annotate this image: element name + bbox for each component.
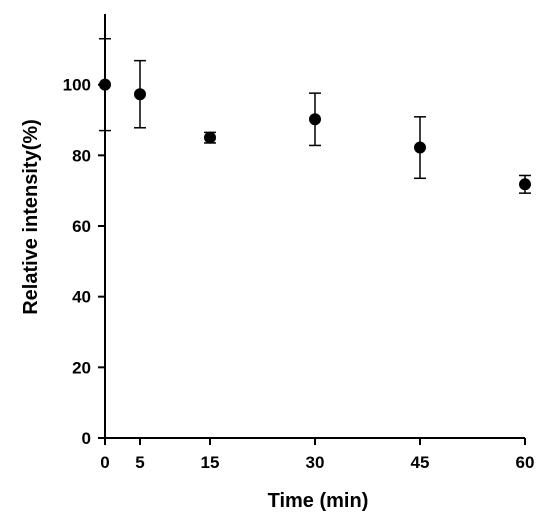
y-tick-label: 100	[63, 76, 91, 95]
data-points	[99, 78, 531, 191]
x-tick-label: 15	[201, 453, 220, 472]
x-tick-label: 0	[100, 453, 109, 472]
data-point	[309, 113, 321, 126]
x-tick-label: 45	[411, 453, 430, 472]
x-tick-label: 5	[135, 453, 144, 472]
data-point	[519, 178, 531, 191]
plot-area: 0 20 40 60 80 100 0 5 15 30 45 60	[63, 14, 534, 472]
data-point	[134, 88, 146, 101]
x-axis-title: Time (min)	[268, 490, 369, 512]
x-ticks: 0 5 15 30 45 60	[100, 438, 534, 472]
x-tick-label: 30	[306, 453, 325, 472]
data-point	[204, 131, 216, 144]
y-tick-label: 20	[72, 358, 91, 377]
y-axis-title: Relative intensity(%)	[20, 119, 42, 315]
y-ticks: 0 20 40 60 80 100	[63, 76, 105, 448]
y-tick-label: 0	[82, 429, 91, 448]
y-tick-label: 40	[72, 288, 91, 307]
y-tick-label: 80	[72, 146, 91, 165]
data-point	[414, 141, 426, 154]
y-tick-label: 60	[72, 217, 91, 236]
data-point	[99, 78, 111, 91]
x-tick-label: 60	[516, 453, 535, 472]
